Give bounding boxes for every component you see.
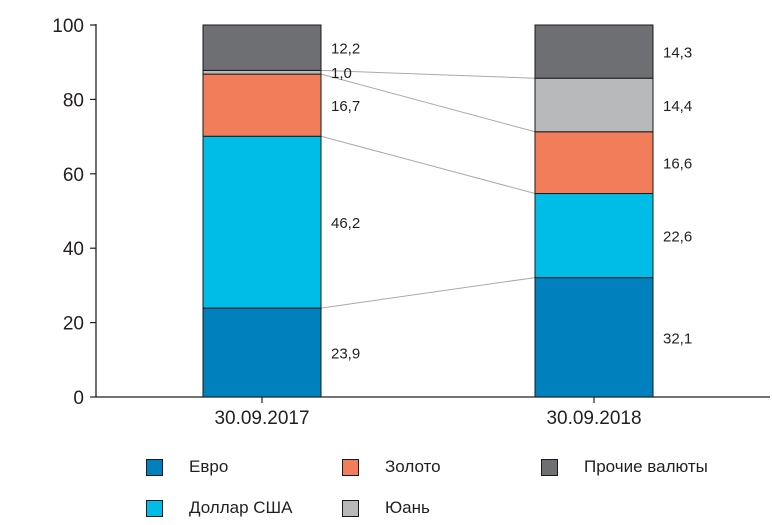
y-tick-label-100: 100: [52, 16, 84, 37]
data-label-евро-1: 32,1: [663, 330, 692, 347]
y-tick-label-20: 20: [63, 314, 84, 335]
y-tick-label-60: 60: [63, 165, 84, 186]
category-label-1: 30.09.2018: [546, 408, 641, 429]
legend-item-usd: Доллар США: [146, 497, 292, 519]
bar-доллар-сша-1: [534, 193, 654, 279]
bar-золото-1: [534, 131, 654, 195]
data-label-доллар-сша-1: 22,6: [663, 229, 692, 246]
legend-swatch-gold: [342, 458, 359, 476]
data-label-прочие-валюты-1: 14,3: [663, 45, 692, 62]
connector-line-доллар-сша: [320, 135, 536, 194]
legend-label-yuan: Юань: [385, 498, 430, 517]
bar-золото-0: [202, 73, 322, 137]
legend-item-other: Прочие валюты: [541, 456, 708, 478]
data-label-прочие-валюты-0: 12,2: [331, 41, 360, 58]
stacked-bar-chart: 0 20 40 60 80 100 30.09.2017 30.09.2018 23,9 32,1…: [52, 16, 770, 429]
bar-евро-1: [534, 277, 654, 398]
bar-прочие-валюты-0: [202, 24, 322, 71]
bar-доллар-сша-0: [202, 135, 322, 309]
legend-label-other: Прочие валюты: [584, 457, 708, 476]
data-label-евро-0: 23,9: [331, 346, 360, 363]
data-label-золото-0: 16,7: [331, 98, 360, 115]
legend: Евро Доллар США Золото Юань Прочие валют…: [0, 448, 772, 525]
legend-item-yuan: Юань: [342, 497, 430, 519]
legend-swatch-usd: [146, 499, 163, 517]
legend-label-euro: Евро: [189, 457, 229, 476]
data-label-юань-0: 1,0: [331, 65, 352, 82]
legend-swatch-yuan: [342, 499, 359, 517]
data-label-золото-1: 16,6: [663, 156, 692, 173]
legend-label-usd: Доллар США: [189, 498, 293, 517]
legend-item-gold: Золото: [342, 456, 441, 478]
y-tick-label-0: 0: [73, 388, 84, 409]
legend-item-euro: Евро: [146, 456, 228, 478]
y-tick-label-80: 80: [63, 90, 84, 111]
legend-swatch-euro: [146, 458, 163, 476]
connector-line-евро: [320, 277, 536, 309]
connector-line-юань: [320, 69, 536, 79]
data-label-юань-1: 14,4: [663, 98, 692, 115]
category-label-0: 30.09.2017: [214, 408, 309, 429]
bar-прочие-валюты-1: [534, 24, 654, 79]
y-tick-label-40: 40: [63, 239, 84, 260]
bar-евро-0: [202, 307, 322, 398]
legend-label-gold: Золото: [385, 457, 441, 476]
connector-line-золото: [320, 73, 536, 133]
bar-юань-1: [534, 77, 654, 133]
data-label-доллар-сша-0: 46,2: [331, 215, 360, 232]
legend-swatch-other: [541, 458, 558, 476]
bar-юань-0: [202, 69, 322, 75]
